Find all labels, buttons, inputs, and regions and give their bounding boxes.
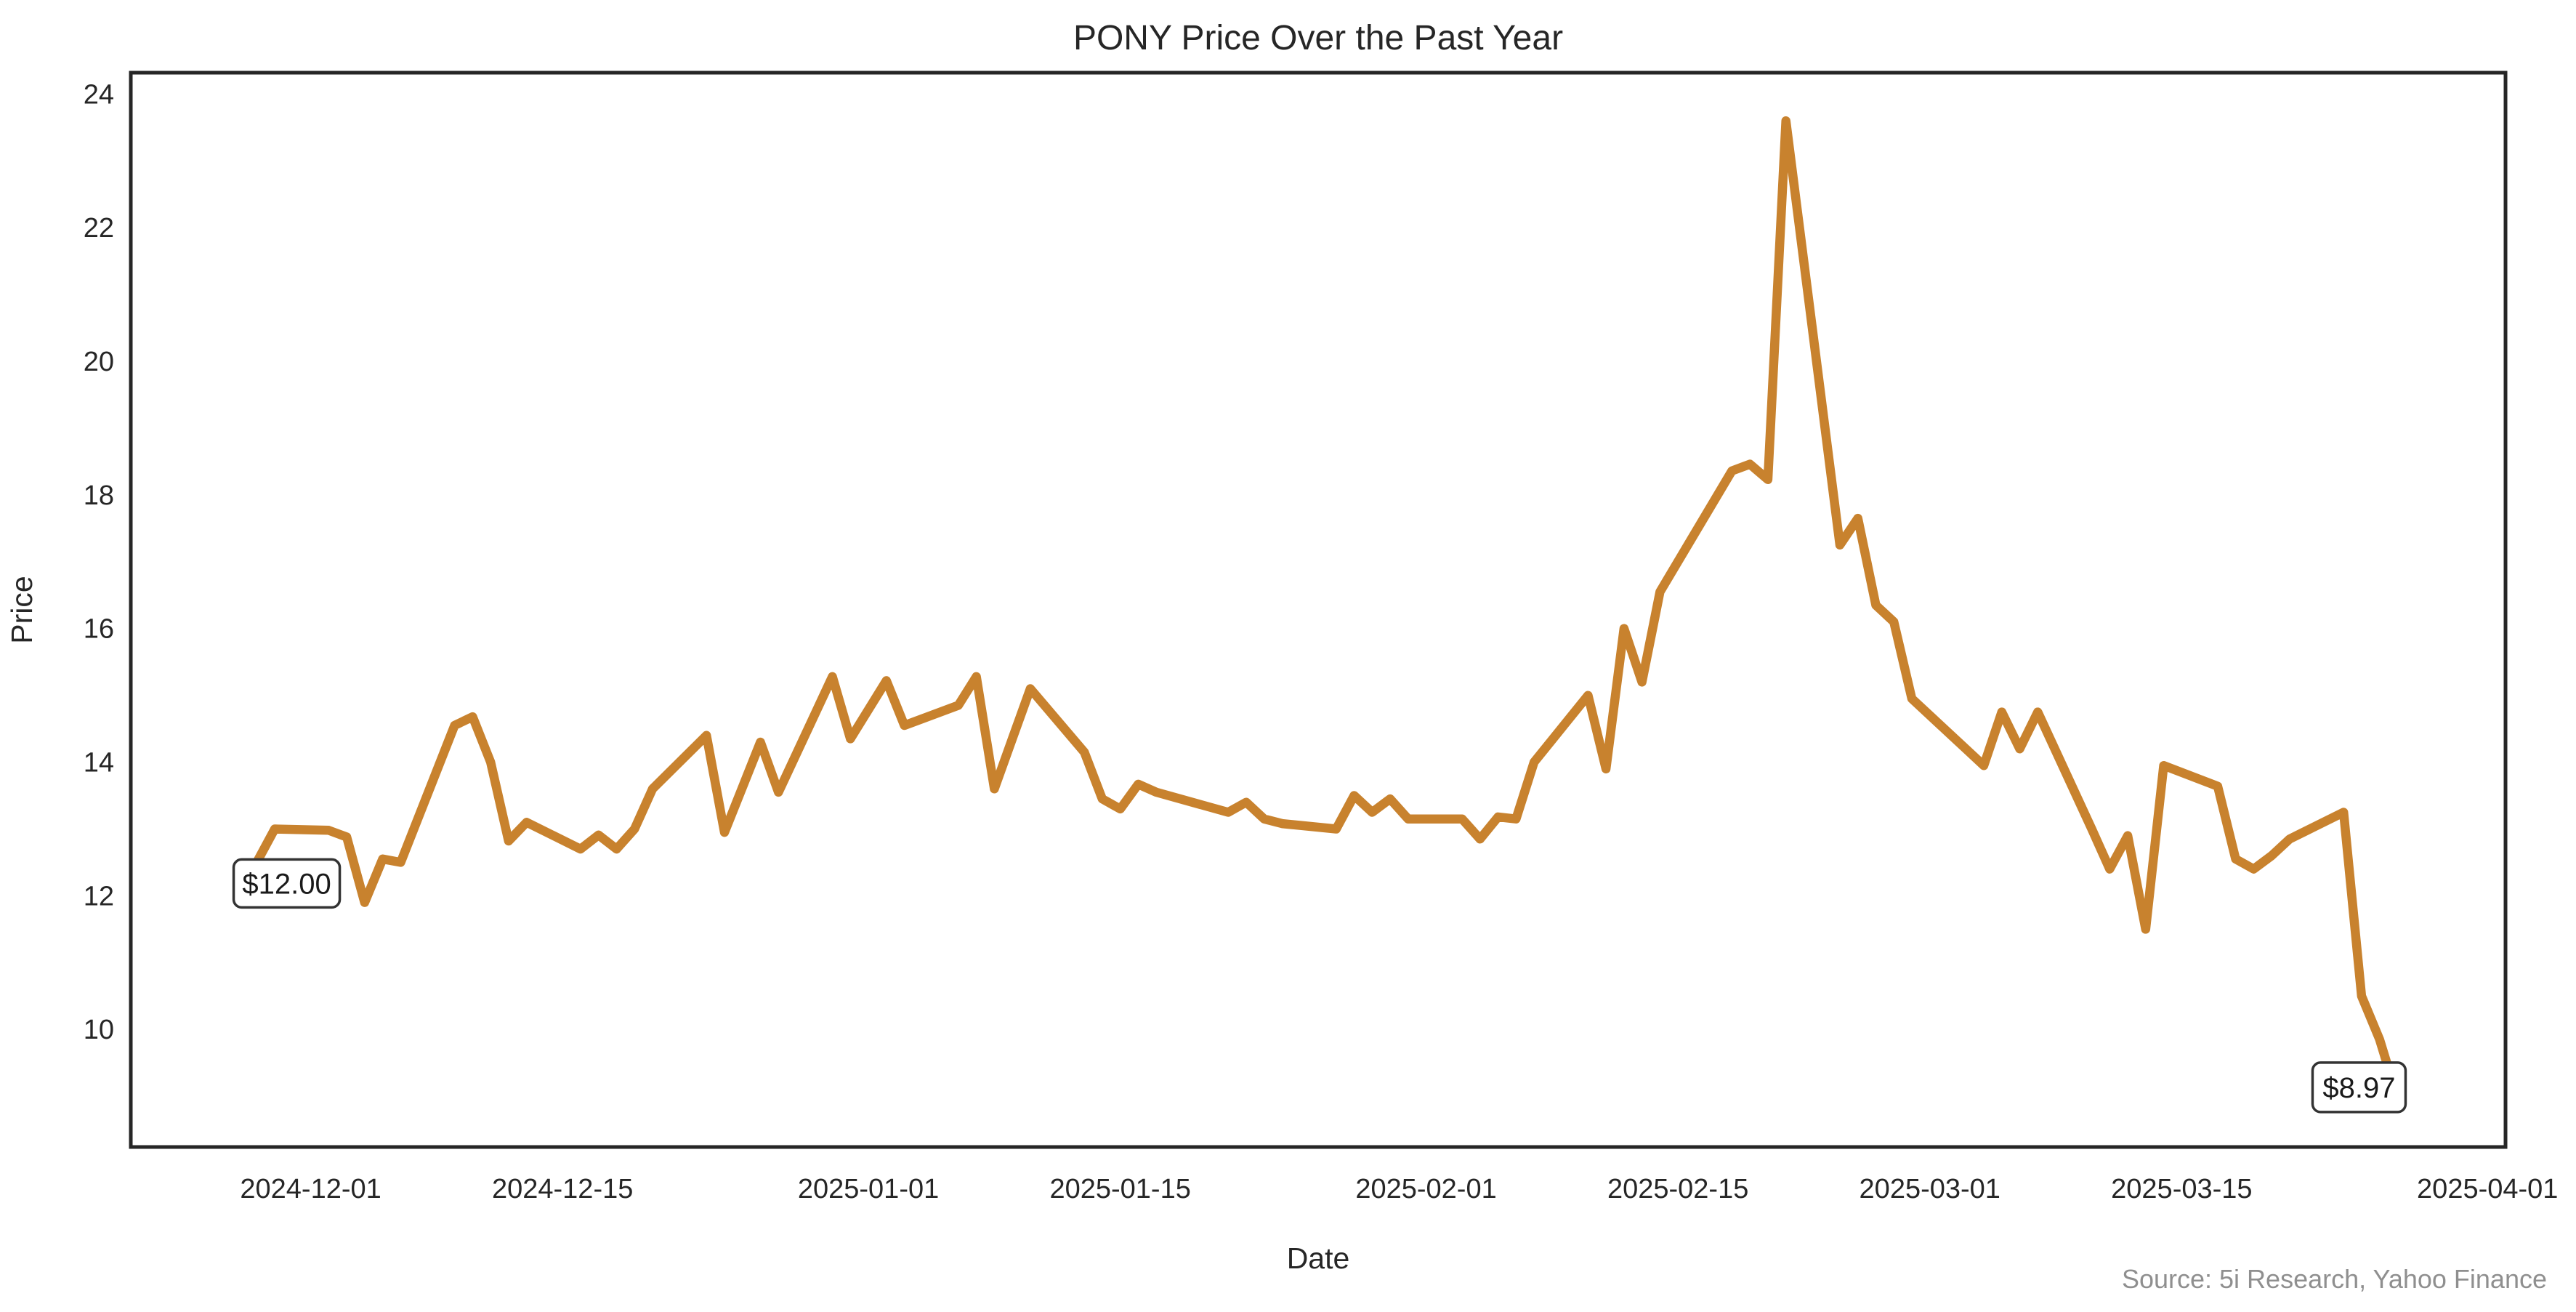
source-credit: Source: 5i Research, Yahoo Finance	[2122, 1264, 2547, 1294]
y-tick-label-12: 12	[84, 881, 114, 911]
x-tick-label-2024-12-15: 2024-12-15	[492, 1174, 633, 1204]
x-tick-label-2025-02-15: 2025-02-15	[1607, 1174, 1748, 1204]
y-axis-tick-labels: 10 12 14 16 18 20 22 24	[84, 79, 114, 1045]
y-tick-label-22: 22	[84, 213, 114, 244]
annotation-first-price-text: $12.00	[242, 868, 331, 900]
chart-title: PONY Price Over the Past Year	[1073, 19, 1563, 57]
y-tick-label-18: 18	[84, 480, 114, 511]
y-tick-label-24: 24	[84, 79, 114, 110]
annotation-first-price-box	[232, 858, 342, 909]
x-tick-label-2025-03-01: 2025-03-01	[1860, 1174, 2000, 1204]
annotation-first-price: $12.00	[232, 858, 342, 909]
x-tick-label-2025-02-01: 2025-02-01	[1355, 1174, 1496, 1204]
y-tick-label-16: 16	[84, 614, 114, 645]
annotation-last-price-box	[2311, 1061, 2407, 1114]
annotation-last-price: $8.97	[2311, 1061, 2407, 1114]
x-axis-label: Date	[1287, 1241, 1350, 1275]
x-tick-label-2025-04-01: 2025-04-01	[2417, 1174, 2558, 1204]
x-tick-label-2025-03-15: 2025-03-15	[2111, 1174, 2252, 1204]
y-tick-label-10: 10	[84, 1015, 114, 1045]
y-tick-label-20: 20	[84, 347, 114, 377]
x-axis-tick-labels: 2024-12-01 2024-12-15 2025-01-01 2025-01-15…	[240, 1174, 2558, 1204]
x-tick-label-2025-01-01: 2025-01-01	[798, 1174, 939, 1204]
y-axis-label: Price	[5, 576, 39, 643]
y-tick-label-14: 14	[84, 748, 114, 778]
x-tick-label-2024-12-01: 2024-12-01	[240, 1174, 381, 1204]
price-line-series	[234, 116, 2402, 1103]
x-tick-label-2025-01-15: 2025-01-15	[1049, 1174, 1190, 1204]
plot-area-spines	[129, 71, 2508, 1149]
annotation-last-price-text: $8.97	[2322, 1072, 2395, 1104]
